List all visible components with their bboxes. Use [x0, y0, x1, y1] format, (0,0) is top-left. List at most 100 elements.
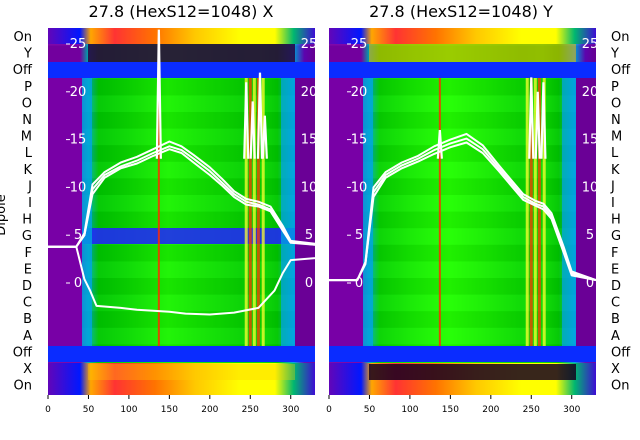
x-tick-label: 300 [563, 405, 580, 415]
heatmap-stripe [261, 78, 265, 346]
heatmap-row [329, 211, 596, 229]
y-axis-label: Dipole [0, 194, 9, 235]
row-label-left: Off [13, 345, 33, 360]
x-tick-label: 150 [442, 405, 459, 415]
edge-left [48, 78, 82, 346]
x-tick-label: 150 [161, 405, 178, 415]
y-tick-label-right: 5 [586, 228, 594, 243]
row-label-right: J [610, 179, 615, 194]
y-tick-label-left: 10 [351, 180, 368, 195]
x-tick-label: 100 [120, 405, 137, 415]
band-dark-bottom [88, 364, 295, 380]
row-label-right: B [611, 312, 620, 327]
heatmap-stripe [256, 78, 260, 346]
x-tick-label: 0 [45, 405, 51, 415]
row-label-left: A [23, 329, 32, 344]
row-label-right: F [611, 246, 618, 261]
edge-left [329, 78, 363, 346]
band-off-top [329, 62, 596, 78]
heatmap-row [329, 311, 596, 328]
band-on-top [329, 28, 596, 44]
heatmap-stripe [542, 78, 546, 346]
row-label-right: P [611, 80, 619, 95]
heatmap-row [329, 78, 596, 96]
y-tick-label-right: 10 [301, 180, 318, 195]
heatmap-row [329, 244, 596, 262]
x-tick-label: 50 [83, 405, 95, 415]
row-label-right: On [611, 30, 629, 45]
row-label-left: Y [23, 47, 32, 62]
series-spike [534, 91, 541, 159]
y-tick-label-left: 10 [70, 180, 87, 195]
edge-right [295, 78, 315, 346]
y-tick-label-left: 25 [70, 37, 87, 52]
y-tick-label-left: 25 [351, 37, 368, 52]
y-tick-label-right: 25 [582, 37, 599, 52]
heatmap-row [48, 211, 315, 229]
row-label-left: C [23, 296, 32, 311]
row-label-right: On [611, 379, 629, 394]
heatmap-row [48, 311, 315, 328]
row-label-left: On [14, 379, 32, 394]
row-label-right: D [611, 279, 621, 294]
row-label-right: X [611, 362, 620, 377]
heatmap-stripe [252, 78, 256, 346]
edge-left-cyan [363, 78, 373, 346]
heatmap-row [48, 278, 315, 295]
heatmap-body [329, 28, 596, 395]
row-label-left: Off [13, 63, 33, 78]
y-tick-label-right: 15 [582, 133, 599, 148]
x-tick-label: 250 [242, 405, 259, 415]
row-label-left: L [25, 146, 33, 161]
row-label-right: A [611, 329, 620, 344]
edge-right-cyan [562, 78, 576, 346]
x-tick-label: 0 [326, 405, 332, 415]
row-label-left: X [23, 362, 32, 377]
row-label-left: O [22, 96, 32, 111]
series-spike [243, 82, 250, 159]
row-label-right: G [611, 229, 621, 244]
band-on-bottom [48, 363, 315, 395]
row-label-right: L [611, 146, 619, 161]
panel-y-title: 27.8 (HexS12=1048) Y [369, 2, 553, 21]
row-label-left: D [22, 279, 32, 294]
row-label-left: P [24, 80, 32, 95]
x-tick-label: 50 [364, 405, 376, 415]
row-label-right: Off [611, 63, 631, 78]
heatmap-stripe [537, 78, 541, 346]
edge-right-cyan [281, 78, 295, 346]
y-tick-label-right: 25 [301, 37, 318, 52]
y-tick-label-left: 0 [74, 276, 82, 291]
band-on-top [48, 28, 315, 44]
row-label-left: M [21, 130, 32, 145]
series-line [329, 132, 597, 282]
band-dark-top [369, 44, 576, 62]
row-label-left: N [22, 113, 32, 128]
x-tick-label: 300 [282, 405, 299, 415]
heatmap-stripe [438, 78, 441, 346]
series-spike [436, 129, 443, 159]
band-g [48, 228, 315, 244]
row-label-left: E [24, 262, 32, 277]
heatmap-row [329, 178, 596, 195]
heatmap-stripe [157, 78, 160, 346]
y-tick-label-right: 20 [582, 85, 599, 100]
heatmap-row [48, 244, 315, 262]
series-line [48, 148, 316, 248]
x-tick-label: 200 [482, 405, 499, 415]
y-tick-label-left: 15 [70, 133, 87, 148]
row-label-right: N [611, 113, 621, 128]
series-line [48, 140, 316, 248]
x-tick-label: 250 [523, 405, 540, 415]
series-line [329, 137, 597, 282]
series-spike [261, 115, 268, 159]
heatmap-row [329, 278, 596, 295]
row-label-left: K [23, 163, 32, 178]
y-tick-label-left: 5 [74, 228, 82, 243]
row-label-left: J [27, 179, 32, 194]
panel-x-title: 27.8 (HexS12=1048) X [89, 2, 274, 21]
series-line [329, 141, 597, 282]
y-tick-label-left: 5 [355, 228, 363, 243]
y-tick-label-left: 0 [355, 276, 363, 291]
